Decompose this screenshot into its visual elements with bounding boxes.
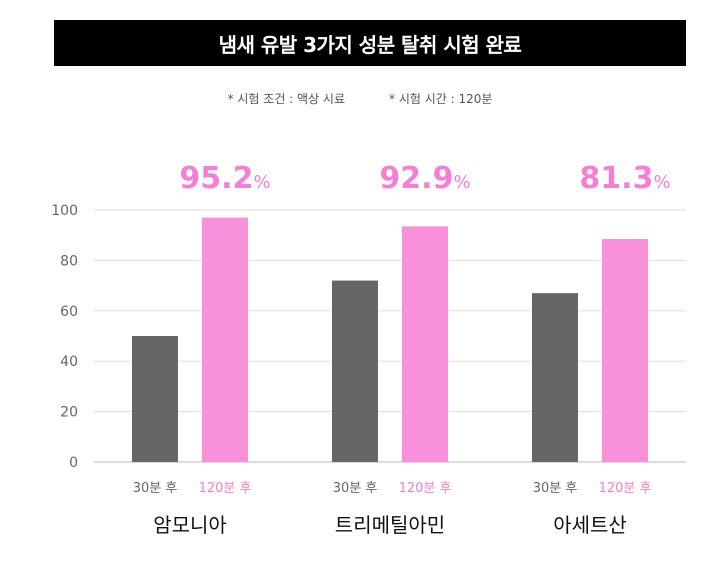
test-condition-time: * 시험 시간 : 120분 [389, 92, 493, 106]
series-label: 30분 후 [533, 481, 578, 496]
series-label: 30분 후 [133, 481, 178, 496]
reduction-rate-value: 95.2 [179, 161, 253, 196]
series-label: 120분 후 [599, 481, 652, 496]
percent-unit: % [253, 172, 270, 193]
test-condition-sample: * 시험 조건 : 액상 시료 [227, 92, 346, 106]
reduction-rate-value: 81.3 [579, 161, 653, 196]
reduction-rate-value: 92.9 [379, 161, 453, 196]
bar [332, 280, 378, 462]
bar [532, 293, 578, 462]
y-tick-label: 60 [60, 304, 78, 320]
bar [402, 226, 448, 462]
percent-unit: % [653, 172, 670, 193]
bar [132, 336, 178, 462]
y-tick-label: 20 [60, 405, 78, 421]
chart-title: 냄새 유발 3가지 성분 탈취 시험 완료 [54, 20, 686, 66]
series-label: 120분 후 [199, 481, 252, 496]
series-label: 120분 후 [399, 481, 452, 496]
percent-unit: % [453, 172, 470, 193]
reduction-rate-label: 81.3% [579, 161, 670, 196]
category-label: 트리메틸아민 [335, 513, 445, 537]
test-conditions: * 시험 조건 : 액상 시료 * 시험 시간 : 120분 [0, 90, 720, 107]
y-tick-label: 0 [69, 455, 78, 471]
category-label: 암모니아 [153, 513, 227, 537]
y-tick-label: 100 [51, 203, 78, 219]
reduction-rate-label: 95.2% [179, 161, 270, 196]
category-label: 아세트산 [553, 513, 627, 537]
series-label: 30분 후 [333, 481, 378, 496]
bar [202, 217, 248, 462]
y-tick-label: 40 [60, 354, 78, 370]
reduction-rate-label: 92.9% [379, 161, 470, 196]
bar [602, 238, 648, 462]
y-tick-label: 80 [60, 253, 78, 269]
